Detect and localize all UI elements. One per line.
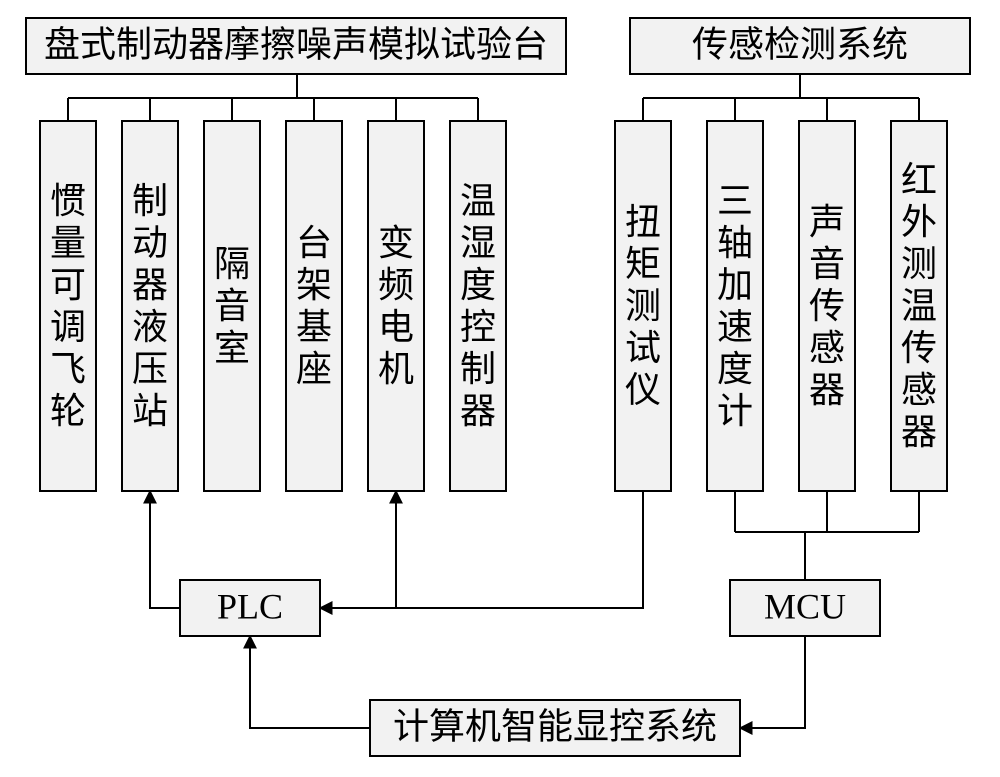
edge (250, 636, 370, 728)
node-l6: 温湿度控制器 (450, 121, 506, 491)
edge (320, 491, 396, 608)
node-box (122, 121, 178, 491)
node-label: PLC (217, 586, 283, 626)
diagram-canvas: 盘式制动器摩擦噪声模拟试验台 传感检测系统惯量可调飞轮制动器液压站隔音室台架基座变… (0, 0, 1000, 777)
edge (320, 491, 643, 608)
node-label: 传感检测系统 (692, 24, 908, 64)
node-box (450, 121, 506, 491)
node-top_left: 盘式制动器摩擦噪声模拟试验台 (26, 18, 566, 74)
node-box (707, 121, 763, 491)
node-l3: 隔音室 (204, 121, 260, 491)
nodes-layer: 盘式制动器摩擦噪声模拟试验台 传感检测系统惯量可调飞轮制动器液压站隔音室台架基座变… (26, 18, 970, 756)
node-r4: 红外测温传感器 (891, 121, 947, 491)
node-r2: 三轴加速度计 (707, 121, 763, 491)
node-box (40, 121, 96, 491)
node-box (286, 121, 342, 491)
node-l4: 台架基座 (286, 121, 342, 491)
node-r1: 扭矩测试仪 (615, 121, 671, 491)
node-label: MCU (764, 586, 846, 626)
node-l2: 制动器液压站 (122, 121, 178, 491)
node-label: 红外测温传感器 (901, 160, 937, 452)
edge (740, 636, 805, 728)
node-label: 盘式制动器摩擦噪声模拟试验台 (44, 24, 548, 64)
node-top_right: 传感检测系统 (630, 18, 970, 74)
node-box (368, 121, 424, 491)
node-label: 计算机智能显控系统 (393, 706, 717, 746)
node-l5: 变频电机 (368, 121, 424, 491)
node-bottom: 计算机智能显控系统 (370, 700, 740, 756)
node-plc: PLC (180, 580, 320, 636)
node-label: 隔音室 (214, 244, 250, 368)
node-label: 扭矩测试仪 (625, 202, 661, 410)
node-r3: 声音传感器 (799, 121, 855, 491)
node-mcu: MCU (730, 580, 880, 636)
node-label: 声音传感器 (809, 202, 845, 410)
node-l1: 惯量可调飞轮 (40, 121, 96, 491)
